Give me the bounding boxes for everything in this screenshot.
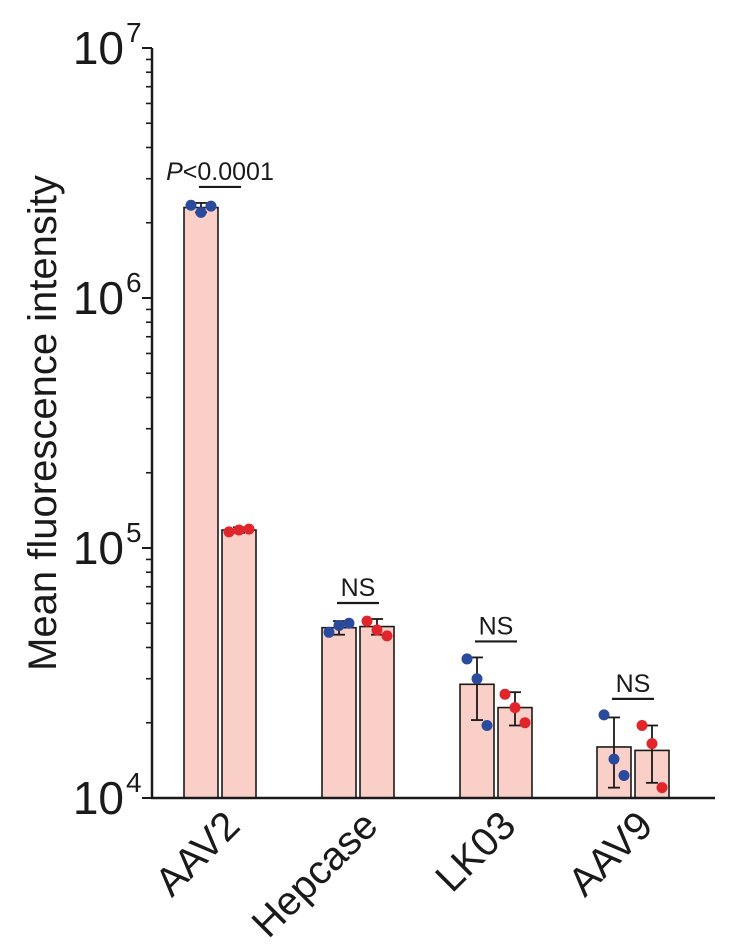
data-point <box>185 199 197 211</box>
data-point <box>646 738 658 750</box>
y-tick-label: 10 <box>73 522 124 574</box>
y-tick-exponent: 6 <box>126 267 142 298</box>
data-point <box>195 206 207 218</box>
data-point <box>233 524 245 536</box>
data-point <box>371 624 383 636</box>
data-point <box>343 617 355 629</box>
error-bars <box>195 202 658 789</box>
y-tick-label: 10 <box>73 772 124 824</box>
y-tick-exponent: 7 <box>126 17 142 48</box>
significance-label: NS <box>616 670 651 698</box>
data-point <box>205 200 217 212</box>
data-point <box>381 630 393 642</box>
data-point <box>333 619 345 631</box>
bar <box>359 625 395 799</box>
data-point <box>223 526 235 538</box>
data-points <box>185 199 668 794</box>
data-point <box>598 709 610 721</box>
data-point <box>509 702 521 714</box>
data-point <box>499 688 511 700</box>
bars <box>183 206 670 799</box>
data-point <box>636 719 648 731</box>
y-tick-exponent: 4 <box>126 767 142 798</box>
data-point <box>481 719 493 731</box>
data-point <box>361 615 373 627</box>
data-point <box>323 626 335 638</box>
significance-annotations: P<0.0001 NS NS NS <box>166 158 654 700</box>
data-point <box>656 782 668 794</box>
y-tick-exponent: 5 <box>126 517 142 548</box>
significance-label: P<0.0001 <box>166 158 274 186</box>
significance-label: NS <box>341 574 376 602</box>
bar <box>321 626 357 799</box>
y-tick-label: 10 <box>73 22 124 74</box>
x-tick-label: Hepcase <box>244 803 387 946</box>
data-point <box>608 753 620 765</box>
data-point <box>471 673 483 685</box>
significance-label: NS <box>479 612 514 640</box>
data-point <box>519 717 531 729</box>
data-point <box>461 653 473 665</box>
y-tick-label: 10 <box>73 272 124 324</box>
data-point <box>243 523 255 535</box>
x-tick-label: AAV9 <box>560 803 661 904</box>
x-tick-label: LK03 <box>427 803 524 900</box>
bar <box>221 529 257 799</box>
bar <box>183 206 219 799</box>
y-axis-label: Mean fluorescence intensity <box>21 175 65 671</box>
data-point <box>618 770 630 782</box>
x-tick-label: AAV2 <box>147 803 248 904</box>
